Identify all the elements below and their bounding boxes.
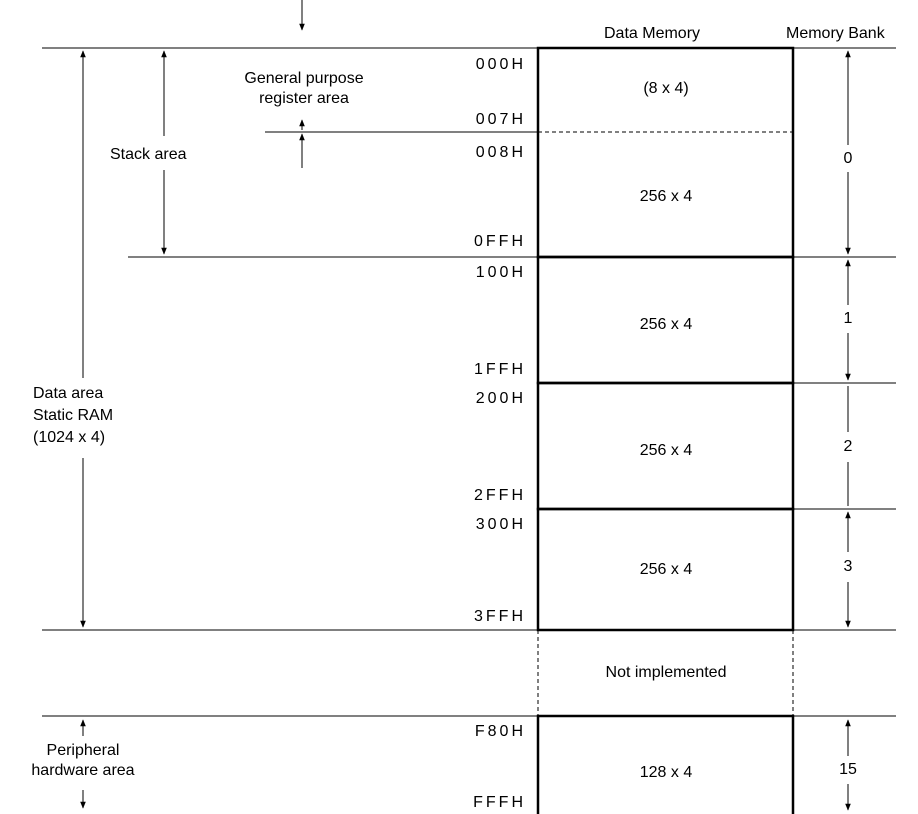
stack-area-label: Stack area <box>107 145 190 165</box>
bank0-size-label: 256 x 4 <box>639 188 693 205</box>
data-area-label: Data area Static RAM (1024 x 4) <box>33 383 113 449</box>
address-1ffh: 1FFH <box>474 361 526 378</box>
address-3ffh: 3FFH <box>474 608 526 625</box>
dashed-lines <box>537 131 794 716</box>
bank15-size-label: 128 x 4 <box>639 764 693 781</box>
address-fffh: FFFH <box>473 794 526 811</box>
peripheral-label: Peripheral hardware area <box>5 741 161 781</box>
bank1-size-label: 256 x 4 <box>639 316 693 333</box>
address-000h: 000H <box>475 56 526 73</box>
bank-number-1: 1 <box>836 309 860 329</box>
peripheral-line1: Peripheral <box>46 742 120 759</box>
address-200h: 200H <box>475 390 526 407</box>
gp-size-label: (8 x 4) <box>643 80 689 97</box>
bank-number-15: 15 <box>836 760 860 780</box>
bank-number-0: 0 <box>836 149 860 169</box>
address-100h: 100H <box>475 264 526 281</box>
address-007h: 007H <box>475 111 526 128</box>
memory-blocks <box>536 46 795 814</box>
address-300h: 300H <box>475 516 526 533</box>
address-2ffh: 2FFH <box>474 487 526 504</box>
data-area-line3: (1024 x 4) <box>33 429 106 446</box>
bank-number-2: 2 <box>836 437 860 457</box>
data-area-line2: Static RAM <box>33 407 114 424</box>
peripheral-line2: hardware area <box>31 762 135 779</box>
address-008h: 008H <box>475 144 526 161</box>
bank3-block <box>536 507 795 632</box>
bank15-block <box>536 714 795 814</box>
data-area-line1: Data area <box>33 385 104 402</box>
gp-label-line1: General purpose <box>244 70 364 87</box>
bank-number-3: 3 <box>836 557 860 577</box>
address-f80h: F80H <box>474 723 526 740</box>
bank3-size-label: 256 x 4 <box>639 561 693 578</box>
bank2-size-label: 256 x 4 <box>639 442 693 459</box>
arrows <box>80 0 851 811</box>
gp-label-line2: register area <box>259 90 349 107</box>
general-purpose-label: General purpose register area <box>214 69 394 109</box>
address-0ffh: 0FFH <box>474 233 526 250</box>
boundary-lines <box>42 47 896 717</box>
memory-bank-header: Memory Bank <box>786 25 885 42</box>
not-implemented-label: Not implemented <box>605 664 727 681</box>
data-memory-header: Data Memory <box>604 25 701 42</box>
